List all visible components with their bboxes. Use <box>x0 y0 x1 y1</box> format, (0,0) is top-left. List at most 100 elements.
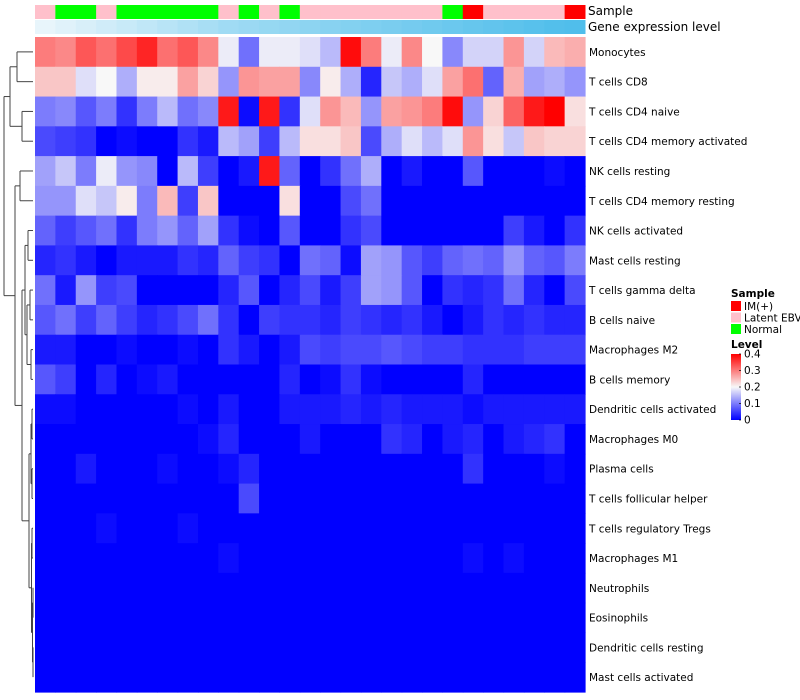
heatmap-cell <box>564 185 586 217</box>
heatmap-cell <box>503 275 525 306</box>
heatmap-cell <box>401 334 423 366</box>
heatmap-cell <box>442 156 464 187</box>
legend-level-title: Level <box>731 339 762 351</box>
heatmap-cell <box>299 483 321 514</box>
heatmap-cell <box>96 364 118 395</box>
heatmap-cell <box>279 66 301 98</box>
heatmap-cell <box>35 215 56 247</box>
heatmap-cell <box>320 453 342 485</box>
heatmap-cell <box>401 513 423 544</box>
heatmap-cell <box>177 156 199 187</box>
heatmap-cell <box>442 126 464 157</box>
heatmap-cell <box>136 543 158 574</box>
heatmap-cell <box>544 602 566 634</box>
heatmap-cell <box>503 96 525 127</box>
heatmap-cell <box>523 572 545 604</box>
heatmap-cell <box>544 572 566 604</box>
heatmap-cell <box>259 156 281 187</box>
heatmap-cell <box>279 215 301 247</box>
heatmap-cell <box>136 245 158 276</box>
gene-expression-cell <box>55 20 77 34</box>
heatmap-cell <box>381 126 403 157</box>
heatmap-cell <box>299 543 321 574</box>
heatmap-cell <box>340 453 362 485</box>
heatmap-cell <box>197 96 219 127</box>
heatmap-cell <box>238 453 260 485</box>
heatmap-cell <box>157 96 179 127</box>
gene-expression-annotation-track <box>35 20 586 34</box>
row-label: Dendritic cells activated <box>589 404 716 416</box>
heatmap-cell <box>35 245 56 276</box>
heatmap-cell <box>238 245 260 276</box>
heatmap-cell <box>116 156 138 187</box>
heatmap-cell <box>401 215 423 247</box>
heatmap-cell <box>116 334 138 366</box>
heatmap-cell <box>462 185 484 217</box>
heatmap-cell <box>299 513 321 544</box>
heatmap-cell <box>279 275 301 306</box>
heatmap-cell <box>116 215 138 247</box>
heatmap-cell <box>197 453 219 485</box>
heatmap-cell <box>523 334 545 366</box>
heatmap-cell <box>55 662 77 693</box>
heatmap-cell <box>462 156 484 187</box>
heatmap-cell <box>75 453 97 485</box>
heatmap-cell <box>422 394 444 425</box>
heatmap-cell <box>238 37 260 68</box>
heatmap-cell <box>503 572 525 604</box>
heatmap-cell <box>116 245 138 276</box>
heatmap-cell <box>523 37 545 68</box>
heatmap-cell <box>564 96 586 127</box>
heatmap-cell <box>157 66 179 98</box>
row-dendrogram <box>3 51 34 678</box>
heatmap-cell <box>442 602 464 634</box>
sample-annotation-label: Sample <box>588 4 633 18</box>
heatmap-cell <box>401 453 423 485</box>
heatmap-cell <box>157 424 179 455</box>
heatmap-cell <box>157 364 179 395</box>
heatmap-cell <box>340 185 362 217</box>
heatmap-cell <box>523 185 545 217</box>
heatmap-cell <box>503 513 525 544</box>
heatmap-cell <box>401 185 423 217</box>
heatmap-cell <box>96 394 118 425</box>
heatmap-cell <box>523 543 545 574</box>
heatmap-cell <box>360 304 382 336</box>
heatmap-cell <box>462 662 484 693</box>
heatmap-cell <box>157 334 179 366</box>
heatmap-cell <box>422 66 444 98</box>
heatmap-cell <box>544 424 566 455</box>
heatmap-cell <box>422 364 444 395</box>
heatmap-cell <box>136 662 158 693</box>
sample-annotation-cell <box>483 5 505 19</box>
row-label: B cells memory <box>589 374 670 386</box>
heatmap-cell <box>544 394 566 425</box>
heatmap-cell <box>116 37 138 68</box>
heatmap-cell <box>381 215 403 247</box>
heatmap-cell <box>544 513 566 544</box>
heatmap-cell <box>523 483 545 514</box>
heatmap-cell <box>197 364 219 395</box>
heatmap-cell <box>360 424 382 455</box>
heatmap-cell <box>55 156 77 187</box>
heatmap-cell <box>238 275 260 306</box>
heatmap-cell <box>422 156 444 187</box>
heatmap-cell <box>422 543 444 574</box>
heatmap-cell <box>259 245 281 276</box>
heatmap-cell <box>197 513 219 544</box>
heatmap-cell <box>523 304 545 336</box>
gene-expression-cell <box>483 20 505 34</box>
heatmap-cell <box>462 96 484 127</box>
heatmap-cell <box>177 483 199 514</box>
row-label: Mast cells activated <box>589 672 693 684</box>
heatmap-cell <box>483 513 505 544</box>
heatmap-cell <box>483 215 505 247</box>
heatmap-cell <box>55 126 77 157</box>
gene-expression-cell <box>564 20 586 34</box>
heatmap-cell <box>462 304 484 336</box>
heatmap-cell <box>55 185 77 217</box>
heatmap-cell <box>55 394 77 425</box>
heatmap-cell <box>35 156 56 187</box>
heatmap-cell <box>116 66 138 98</box>
